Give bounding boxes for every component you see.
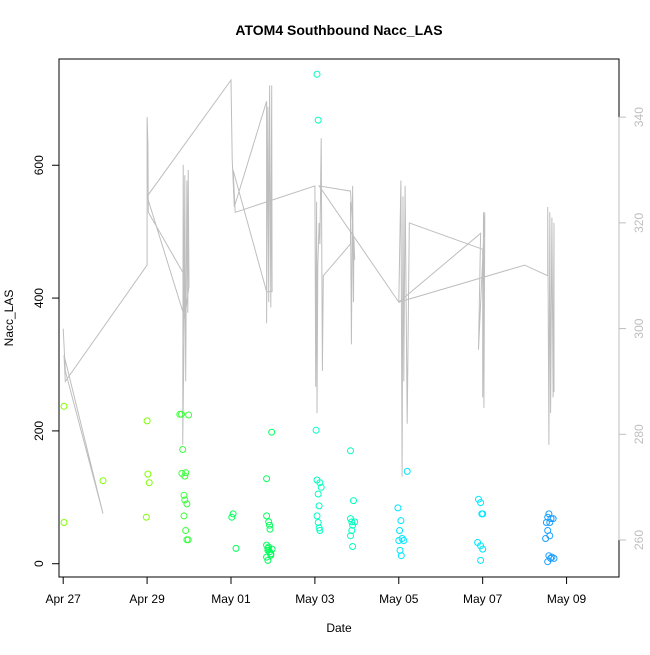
data-point [547,515,555,523]
secondary-series-line [62,78,555,514]
y2-tick-label: 280 [632,424,646,444]
data-point [313,70,321,78]
data-point [546,532,554,540]
data-point [550,554,558,562]
data-point [265,518,273,526]
data-point [315,502,323,510]
data-point [264,556,272,564]
data-point [263,475,271,483]
data-point [60,519,68,526]
data-point [180,512,188,520]
data-point [351,518,359,526]
data-point [403,467,411,475]
x-tick-label: May 05 [379,592,419,606]
y2-axis: 260 280 300 320 340 [618,107,646,550]
data-point [185,411,193,419]
x-tick-label: May 03 [295,592,335,606]
data-point [145,479,153,487]
data-point [266,525,274,533]
data-point [479,545,487,553]
y-tick-label: 400 [32,288,46,308]
data-point [350,497,357,505]
data-point [143,417,151,425]
data-point [60,402,68,410]
data-point [263,553,271,561]
data-point [232,544,240,552]
data-point [347,532,354,540]
data-point [228,513,236,521]
data-point [181,472,189,480]
y2-tick-label: 260 [632,530,646,550]
points-group [60,70,558,566]
y2-tick-label: 320 [632,213,646,233]
data-point [544,558,552,566]
data-point [183,500,191,508]
y-tick-label: 0 [32,560,46,567]
data-point [549,515,557,523]
data-point [182,527,190,534]
x-tick-label: May 01 [211,592,251,606]
data-point [398,535,406,542]
chart-title: ATOM4 Southbound Nacc_LAS [235,22,442,38]
data-point [144,470,152,478]
data-point [317,483,325,491]
data-point [313,512,321,520]
y-tick-label: 600 [32,155,46,175]
data-point [316,479,324,487]
data-point [266,521,274,529]
data-point [478,510,486,518]
data-point [184,536,192,544]
data-point [263,512,271,520]
data-point [314,490,322,498]
data-point [316,527,324,534]
x-tick-label: Apr 27 [46,592,82,606]
data-point [477,499,485,507]
data-point [349,543,357,550]
data-point [181,496,189,504]
x-tick-label: May 07 [463,592,503,606]
data-point [348,518,356,526]
data-point [99,477,107,485]
y-tick-label: 200 [32,421,46,441]
data-point [542,519,550,526]
data-point [267,550,275,558]
data-point [268,428,276,436]
data-point [477,556,485,564]
data-point [179,446,187,453]
x-axis-label: Date [326,621,352,635]
data-point [180,491,188,499]
data-point [264,544,272,552]
data-point [314,116,322,124]
data-point [397,552,405,560]
y2-tick-label: 300 [632,318,646,338]
data-point [396,527,404,534]
data-point [397,517,405,525]
data-point [229,510,237,518]
data-point [394,504,402,512]
data-point [142,513,150,521]
data-point [347,515,354,523]
data-point [178,410,185,418]
y2-tick-label: 340 [632,107,646,127]
data-point [182,469,190,477]
x-axis: Apr 27 Apr 29 May 01 May 03 May 05 May 07 May … [46,576,587,606]
x-tick-label: Apr 29 [129,592,165,606]
y-axis: 0 200 400 600 [32,155,60,567]
data-point [265,543,273,551]
data-point [268,545,276,553]
x-tick-label: May 09 [547,592,587,606]
y-axis-label: Nacc_LAS [2,290,16,347]
data-point [400,537,408,544]
secondary-line-group [62,78,555,514]
data-point [312,426,320,434]
data-point [347,447,354,455]
